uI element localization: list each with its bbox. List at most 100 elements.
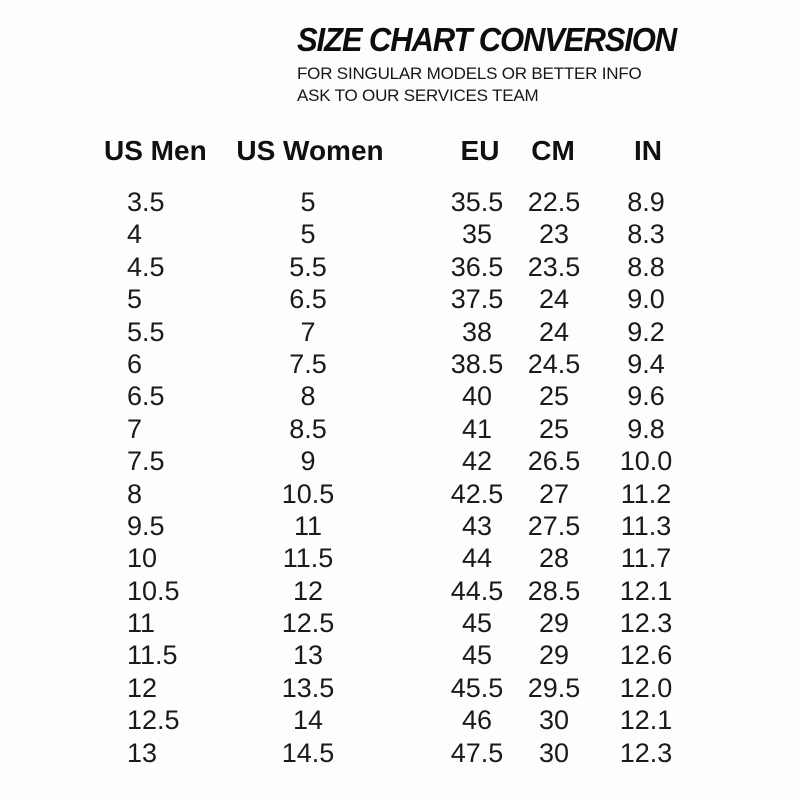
cell-in-row-7: 9.6 bbox=[627, 381, 665, 412]
cell-eu-row-6: 38.5 bbox=[450, 348, 504, 379]
subtitle-line-2: ASK TO OUR SERVICES TEAM bbox=[297, 85, 539, 105]
title-block: SIZE CHART CONVERSION FOR SINGULAR MODEL… bbox=[297, 22, 700, 106]
cell-eu-row-17: 46 bbox=[461, 705, 493, 736]
cell-in-row-18: 12.3 bbox=[619, 737, 673, 768]
cell-cm-row-18: 30 bbox=[538, 737, 570, 768]
cell-us-men-row-5: 5.5 bbox=[127, 316, 165, 347]
cell-us-men-row-2: 4 bbox=[127, 219, 143, 250]
column-header-in: IN bbox=[634, 135, 662, 166]
cell-eu-row-14: 45 bbox=[461, 608, 493, 639]
cell-us-men-row-7: 6.5 bbox=[127, 381, 165, 412]
cell-eu-row-1: 35.5 bbox=[450, 187, 504, 217]
cell-us-women-row-18: 14.5 bbox=[281, 737, 335, 768]
page-subtitle: FOR SINGULAR MODELS OR BETTER INFO ASK T… bbox=[297, 63, 700, 106]
cell-eu-row-10: 42.5 bbox=[450, 478, 504, 509]
cell-cm-row-2: 23 bbox=[538, 219, 570, 250]
cell-us-men-row-1: 3.5 bbox=[127, 187, 165, 217]
cell-in-row-12: 11.7 bbox=[620, 543, 672, 574]
cell-in-row-10: 11.2 bbox=[620, 478, 672, 509]
cell-in-row-8: 9.8 bbox=[627, 413, 665, 444]
cell-us-women-row-12: 11.5 bbox=[282, 543, 334, 574]
cell-cm-row-8: 25 bbox=[538, 413, 570, 444]
column-header-us-women: US Women bbox=[236, 135, 384, 166]
cell-us-women-row-7: 8 bbox=[300, 381, 316, 412]
cell-us-women-row-10: 10.5 bbox=[281, 478, 335, 509]
cell-in-row-15: 12.6 bbox=[619, 640, 673, 671]
cell-in-row-4: 9.0 bbox=[627, 284, 665, 315]
cell-eu-row-4: 37.5 bbox=[450, 284, 504, 315]
cell-in-row-6: 9.4 bbox=[627, 348, 665, 379]
cell-us-women-row-11: 11 bbox=[293, 510, 323, 541]
cell-cm-row-6: 24.5 bbox=[527, 348, 581, 379]
cell-eu-row-11: 43 bbox=[461, 510, 493, 541]
cell-us-men-row-9: 7.5 bbox=[127, 446, 165, 477]
cell-us-men-row-11: 9.5 bbox=[127, 510, 165, 541]
cell-us-men-row-8: 7 bbox=[127, 413, 143, 444]
column-header-eu: EU bbox=[460, 135, 500, 166]
cell-cm-row-13: 28.5 bbox=[527, 575, 581, 606]
cell-in-row-9: 10.0 bbox=[619, 446, 673, 477]
cell-cm-row-12: 28 bbox=[538, 543, 570, 574]
cell-cm-row-7: 25 bbox=[538, 381, 570, 412]
cell-us-women-row-6: 7.5 bbox=[289, 348, 327, 379]
cell-in-row-5: 9.2 bbox=[627, 316, 665, 347]
cell-in-row-13: 12.1 bbox=[619, 575, 673, 606]
cell-eu-row-3: 36.5 bbox=[450, 251, 504, 282]
cell-eu-row-16: 45.5 bbox=[450, 672, 504, 703]
cell-cm-row-16: 29.5 bbox=[527, 672, 581, 703]
cell-us-women-row-1: 5 bbox=[300, 187, 316, 217]
cell-us-women-row-16: 13.5 bbox=[281, 672, 335, 703]
cell-eu-row-18: 47.5 bbox=[450, 737, 504, 768]
column-header-cm: CM bbox=[531, 135, 575, 166]
cell-cm-row-9: 26.5 bbox=[527, 446, 581, 477]
cell-in-row-17: 12.1 bbox=[619, 705, 673, 736]
cell-us-women-row-8: 8.5 bbox=[289, 413, 327, 444]
column-eu: 35.5 35 36.5 37.5 38 38.5 40 41 42 42.5 43 44 44.5 45… bbox=[451, 186, 504, 769]
cell-us-men-row-13: 10.5 bbox=[127, 575, 180, 606]
cell-cm-row-17: 30 bbox=[538, 705, 570, 736]
cell-us-women-row-14: 12.5 bbox=[281, 608, 335, 639]
cell-eu-row-13: 44.5 bbox=[450, 575, 504, 606]
cell-in-row-1: 8.9 bbox=[627, 187, 665, 217]
cell-us-men-row-4: 5 bbox=[127, 284, 143, 315]
cell-us-women-row-13: 12 bbox=[292, 575, 324, 606]
cell-cm-row-14: 29 bbox=[538, 608, 570, 639]
cell-us-men-row-3: 4.5 bbox=[127, 251, 165, 282]
cell-us-men-row-17: 12.5 bbox=[127, 705, 180, 736]
page-title: SIZE CHART CONVERSION bbox=[297, 21, 677, 58]
cell-us-men-row-14: 11 bbox=[127, 608, 156, 639]
cell-cm-row-4: 24 bbox=[538, 284, 570, 315]
column-us-women: 5 5 5.5 6.5 7 7.5 8 8.5 9 10.5 11 11.5 12 12.5 13 13.5 1… bbox=[282, 186, 335, 769]
cell-us-men-row-16: 12 bbox=[127, 672, 158, 703]
column-us-men: 3.5 4 4.5 5 5.5 6 6.5 7 7.5 8 9.5 10 10.5 11 11.5 12 12.… bbox=[127, 186, 180, 769]
cell-cm-row-3: 23.5 bbox=[527, 251, 581, 282]
cell-us-women-row-3: 5.5 bbox=[289, 251, 327, 282]
cell-cm-row-5: 24 bbox=[538, 316, 570, 347]
column-cm: 22.5 23 23.5 24 24 24.5 25 25 26.5 27 27.5 28 28.5 29… bbox=[528, 186, 581, 769]
cell-in-row-3: 8.8 bbox=[627, 251, 665, 282]
cell-us-men-row-15: 11.5 bbox=[127, 640, 178, 671]
cell-us-women-row-15: 13 bbox=[292, 640, 324, 671]
cell-eu-row-2: 35 bbox=[461, 219, 493, 250]
cell-cm-row-1: 22.5 bbox=[527, 187, 581, 217]
column-in: 8.9 8.3 8.8 9.0 9.2 9.4 9.6 9.8 10.0 11.2 11.3 11.7… bbox=[620, 186, 673, 769]
cell-us-women-row-9: 9 bbox=[300, 446, 316, 477]
cell-cm-row-10: 27 bbox=[538, 478, 570, 509]
cell-eu-row-8: 41 bbox=[461, 413, 493, 444]
cell-eu-row-12: 44 bbox=[461, 543, 493, 574]
cell-us-men-row-6: 6 bbox=[127, 348, 143, 379]
cell-in-row-16: 12.0 bbox=[619, 672, 673, 703]
cell-us-women-row-5: 7 bbox=[300, 316, 316, 347]
cell-in-row-2: 8.3 bbox=[627, 219, 665, 250]
cell-us-women-row-4: 6.5 bbox=[289, 284, 327, 315]
cell-eu-row-7: 40 bbox=[461, 381, 493, 412]
cell-cm-row-11: 27.5 bbox=[527, 510, 581, 541]
cell-in-row-11: 11.3 bbox=[620, 510, 672, 541]
cell-us-men-row-10: 8 bbox=[127, 478, 143, 509]
column-header-us-men: US Men bbox=[104, 135, 207, 166]
cell-cm-row-15: 29 bbox=[538, 640, 570, 671]
cell-in-row-14: 12.3 bbox=[619, 608, 673, 639]
cell-eu-row-5: 38 bbox=[461, 316, 493, 347]
cell-us-women-row-17: 14 bbox=[292, 705, 324, 736]
